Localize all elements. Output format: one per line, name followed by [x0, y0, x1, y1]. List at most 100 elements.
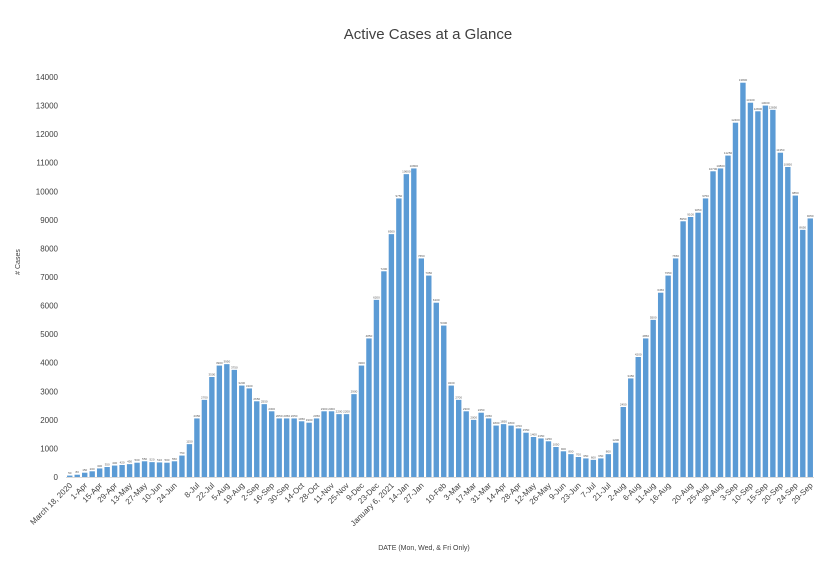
bar [553, 447, 559, 477]
y-axis: 0 1000 2000 3000 4000 5000 6000 7000 8000 9000 100… [36, 73, 59, 482]
y-tick-label: 13000 [36, 102, 59, 111]
data-label: 3900 [358, 361, 365, 365]
bar [426, 275, 432, 477]
data-label: 1550 [523, 428, 530, 432]
data-label: 10800 [716, 164, 725, 168]
bar [418, 258, 424, 477]
bar [598, 458, 604, 477]
data-label: 7650 [418, 254, 425, 258]
data-label: 9850 [792, 191, 799, 195]
data-label: 9100 [687, 213, 694, 217]
bar [328, 411, 335, 477]
bar [126, 464, 133, 477]
data-label: 9750 [396, 194, 403, 198]
bar [336, 414, 342, 477]
data-label: 13000 [761, 101, 770, 105]
bar [725, 155, 731, 477]
data-label: 3450 [627, 374, 634, 378]
data-label: 8950 [680, 217, 687, 221]
bar [156, 462, 163, 477]
data-label: 2550 [261, 400, 268, 404]
data-label: 80 [76, 470, 80, 474]
data-label: 10850 [784, 163, 793, 167]
y-tick-label: 7000 [40, 273, 58, 282]
data-label: 2450 [620, 403, 627, 407]
bar [269, 411, 275, 477]
bar [456, 399, 462, 477]
bar [433, 302, 439, 477]
data-label: 3100 [246, 384, 253, 388]
data-label: 8500 [388, 230, 395, 234]
bar [687, 217, 694, 477]
y-tick-label: 2000 [40, 416, 58, 425]
bar [141, 461, 148, 477]
y-tick-label: 10000 [36, 187, 59, 196]
bar [620, 407, 626, 477]
data-label: 10700 [709, 167, 718, 171]
bar [231, 369, 237, 477]
data-label: 1200 [612, 438, 619, 442]
bar [119, 465, 125, 477]
data-label: 2200 [336, 410, 343, 414]
data-label: 1950 [298, 417, 305, 421]
bar [680, 221, 686, 477]
data-label: 650 [583, 454, 588, 458]
bar [657, 292, 664, 477]
bar [104, 467, 110, 477]
bar [583, 458, 589, 477]
data-label: 1150 [186, 440, 193, 444]
data-label: 2050 [485, 414, 492, 418]
data-label: 2650 [253, 397, 260, 401]
data-label: 5300 [440, 321, 447, 325]
data-label: 11250 [724, 151, 732, 155]
data-label: 1800 [508, 421, 515, 425]
y-tick-label: 3000 [40, 387, 58, 396]
y-tick-label: 5000 [40, 330, 58, 339]
y-tick-label: 11000 [36, 159, 58, 168]
bar [605, 454, 611, 477]
data-label: 2050 [276, 414, 283, 418]
bar [96, 468, 103, 477]
data-label: 520 [150, 458, 155, 462]
data-label: 13100 [746, 98, 755, 102]
bar [216, 365, 223, 477]
data-label: 400 [112, 461, 117, 465]
bar [343, 414, 350, 477]
bar [635, 357, 641, 477]
y-tick-label: 14000 [36, 73, 59, 82]
bar [411, 168, 417, 477]
y-axis-label: # Cases [15, 249, 22, 275]
x-axis: March 18, 20201-Apr15-Apr29-Apr13-May27-… [28, 481, 815, 528]
bar [313, 418, 320, 477]
bar [366, 338, 372, 477]
bar [111, 465, 118, 477]
bar [732, 122, 739, 478]
bar [239, 385, 245, 477]
data-label: 2900 [351, 390, 358, 394]
data-label: 510 [157, 458, 162, 462]
data-label: 2050 [283, 414, 290, 418]
data-label: 1700 [515, 424, 522, 428]
data-label: 150 [82, 468, 87, 472]
bar [710, 171, 716, 478]
data-label: 3900 [216, 361, 223, 365]
bar [74, 474, 80, 477]
data-label: 6450 [657, 288, 664, 292]
bar [650, 319, 656, 477]
bar [306, 422, 312, 477]
data-label: 7050 [425, 271, 432, 275]
bar [246, 388, 252, 477]
bar [403, 174, 410, 477]
bar [89, 471, 95, 477]
bar [381, 271, 387, 477]
data-label: 2000 [470, 415, 477, 419]
data-label: 1400 [530, 433, 537, 437]
bar [672, 258, 679, 477]
y-tick-label: 12000 [36, 130, 59, 139]
bar [194, 418, 200, 477]
data-label: 6200 [373, 295, 380, 299]
data-label: 2300 [321, 407, 328, 411]
data-label: 550 [172, 457, 177, 461]
